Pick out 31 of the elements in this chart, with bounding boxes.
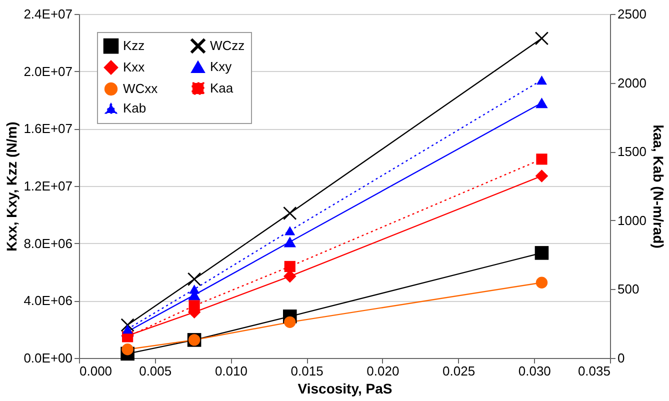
y2-tick-label: 1000 — [618, 212, 646, 228]
legend-label: WCxx — [123, 81, 158, 96]
legend-label: Kzz — [123, 38, 145, 54]
legend-label: WCzz — [210, 38, 245, 53]
y-tick-label: 8.0E+06 — [24, 236, 72, 251]
y-tick-label: 2.0E+07 — [24, 64, 72, 79]
y2-tick-label: 2500 — [618, 6, 646, 22]
y2-tick-label: 2000 — [618, 75, 646, 90]
x-tick-label: 0.030 — [518, 364, 551, 378]
legend-label: Kaa — [210, 80, 234, 96]
x-tick-label: 0.005 — [139, 364, 172, 378]
y-tick-label: 4.0E+06 — [24, 293, 72, 308]
y-tick-label: 1.2E+07 — [24, 178, 72, 194]
x-tick-label: 0.020 — [366, 364, 400, 378]
y2-tick-label: 1500 — [618, 144, 646, 160]
y-tick-label: 1.6E+07 — [24, 121, 72, 136]
x-axis-title: Viscosity, PaS — [298, 380, 392, 396]
legend-label: Kab — [123, 100, 146, 116]
y-axis-title: Kxx, Kxy, Kzz (N/m) — [4, 122, 20, 252]
x-tick-label: 0.035 — [578, 364, 610, 378]
x-tick-label: 0.010 — [214, 364, 248, 378]
x-tick-label: 0.015 — [290, 364, 324, 378]
y2-tick-label: 0 — [618, 350, 625, 366]
y-tick-label: 2.4E+07 — [24, 6, 72, 22]
y-tick-label: 0.0E+00 — [24, 350, 72, 366]
y2-axis-title: kaa, Kab (N-m/rad) — [650, 124, 666, 248]
legend-label: Kxy — [210, 59, 232, 74]
x-tick-label: 0.000 — [80, 364, 112, 378]
legend-label: Kxx — [123, 60, 146, 74]
x-tick-label: 0.025 — [442, 364, 476, 378]
y2-tick-label: 500 — [618, 282, 640, 297]
